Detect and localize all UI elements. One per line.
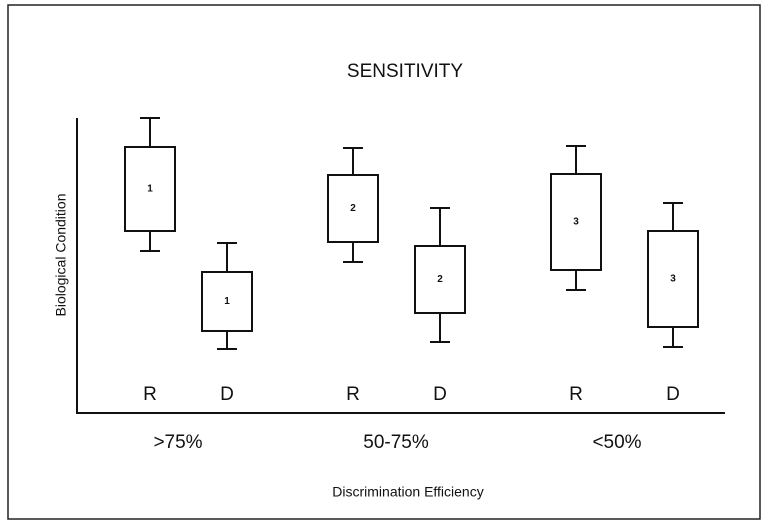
box-label: D [666, 384, 680, 405]
box-plots: >75% 1 R 1 D 50-75% 2 R 2 D <50% 3 R 3 D [124, 117, 699, 453]
box [201, 271, 253, 332]
box [327, 174, 379, 243]
frame [7, 4, 761, 520]
group-label: >75% [153, 432, 202, 453]
box-number: 3 [573, 217, 579, 228]
box-number: 1 [147, 184, 153, 195]
box [550, 173, 602, 271]
box-label: D [220, 384, 234, 405]
box-number: 2 [437, 274, 443, 285]
x-axis-label: Discrimination Efficiency [332, 484, 483, 500]
group-label: <50% [592, 432, 641, 453]
box-label: R [346, 384, 360, 405]
box-number: 2 [350, 203, 356, 214]
box [124, 146, 176, 232]
title: SENSITIVITY [347, 61, 463, 82]
box-number: 3 [670, 274, 676, 285]
box [414, 245, 466, 314]
y-axis-label: Biological Condition [53, 194, 69, 317]
group-label: 50-75% [363, 432, 429, 453]
box-label: R [143, 384, 157, 405]
box-number: 1 [224, 296, 230, 307]
box [647, 230, 699, 328]
box-label: R [569, 384, 583, 405]
box-label: D [433, 384, 447, 405]
